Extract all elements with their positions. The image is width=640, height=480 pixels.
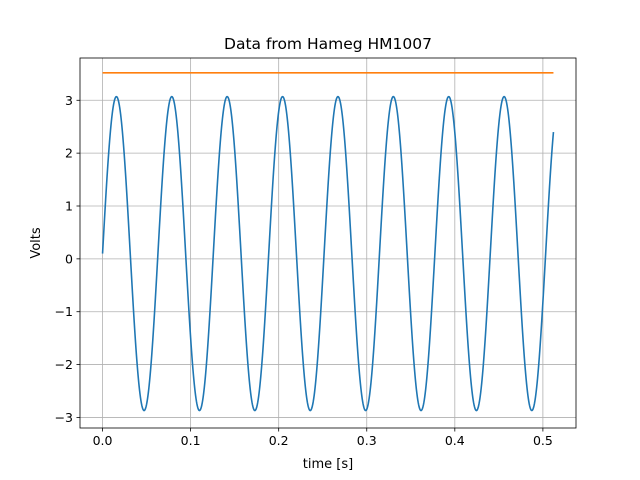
y-tick-label: −2 xyxy=(55,357,73,372)
y-tick-label: 2 xyxy=(65,146,73,161)
y-tick-label: 0 xyxy=(65,251,73,266)
x-axis: 0.0 0.1 0.2 0.3 0.4 0.5 xyxy=(93,428,553,448)
x-tick-label: 0.2 xyxy=(269,433,289,448)
x-tick-label: 0.5 xyxy=(533,433,553,448)
chart-title: Data from Hameg HM1007 xyxy=(224,35,432,53)
y-axis: −3 −2 −1 0 1 2 3 xyxy=(55,93,80,425)
x-tick-label: 0.4 xyxy=(445,433,465,448)
x-tick-label: 0.1 xyxy=(181,433,201,448)
x-tick-label: 0.0 xyxy=(93,433,113,448)
series-layer xyxy=(101,72,555,412)
y-tick-label: −1 xyxy=(55,304,73,319)
series-line-1 xyxy=(101,95,555,412)
axes-frame xyxy=(79,57,577,429)
y-axis-label: Volts xyxy=(29,227,44,259)
y-tick-label: −3 xyxy=(55,410,73,425)
x-axis-label: time [s] xyxy=(303,457,353,472)
y-tick-label: 1 xyxy=(65,199,73,214)
y-tick-label: 3 xyxy=(65,93,73,108)
x-tick-label: 0.3 xyxy=(357,433,377,448)
plot-area xyxy=(80,58,576,428)
